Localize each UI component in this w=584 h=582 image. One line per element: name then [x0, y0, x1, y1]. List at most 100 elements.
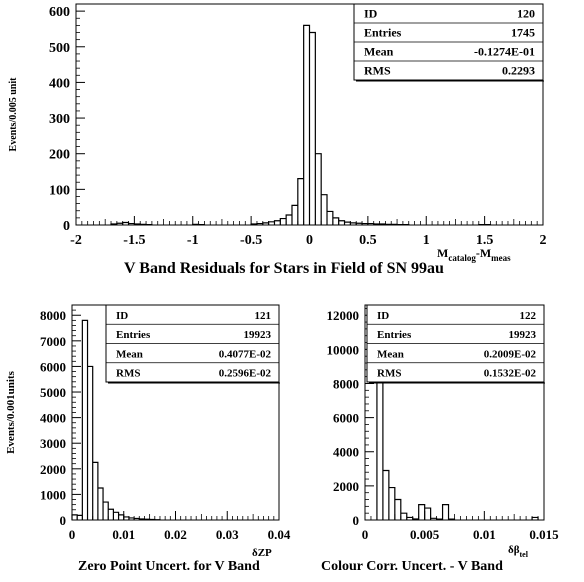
x-tick-label: 0.005: [410, 527, 440, 542]
histogram-bin-15: [280, 219, 286, 225]
stats-id-label: ID: [364, 7, 378, 21]
x-tick-label: 1: [423, 233, 430, 248]
y-tick-label: 3000: [40, 436, 66, 451]
histogram-bin-14: [274, 221, 280, 225]
x-variable-label: δβtel: [508, 544, 529, 559]
x-tick-label: 0.01: [473, 527, 496, 542]
y-tick-label: 2000: [40, 462, 66, 477]
histogram-bin-5: [93, 462, 98, 520]
stats-id-value: 122: [520, 310, 537, 322]
stats-id-label: ID: [377, 310, 389, 322]
histogram-bin-25: [339, 221, 345, 225]
histogram-bin-8: [419, 505, 425, 520]
x-axis-label: Colour Corr. Uncert. - V Band: [321, 559, 503, 574]
y-tick-label: 12000: [327, 308, 360, 323]
histogram-bin-3: [389, 488, 395, 520]
histogram-bin-1: [72, 515, 77, 520]
x-tick-label: -1.5: [123, 233, 145, 248]
stats-entries-label: Entries: [364, 26, 402, 40]
histogram-bin-17: [292, 205, 298, 225]
x-variable-label: δZP: [252, 547, 272, 559]
histogram-bin-23: [327, 211, 333, 225]
histogram-bin-21: [315, 154, 321, 225]
y-tick-label: 0: [60, 513, 67, 528]
stats-mean-label: Mean: [364, 45, 394, 59]
y-tick-label: 5000: [40, 385, 66, 400]
y-tick-label: 300: [49, 112, 70, 127]
stats-id-label: ID: [116, 310, 128, 322]
y-tick-label: 1000: [40, 487, 66, 502]
histogram-bin-22: [321, 195, 327, 225]
stats-entries-value: 19923: [509, 329, 537, 341]
histogram-bin-2: [383, 471, 389, 520]
y-tick-label: 6000: [40, 359, 66, 374]
x-tick-label: 2: [540, 233, 547, 248]
y-tick-label: 2000: [333, 479, 359, 494]
stats-entries-label: Entries: [116, 329, 151, 341]
y-tick-label: 600: [49, 5, 70, 20]
histogram-bin-16: [286, 215, 292, 225]
histogram-bin-7: [103, 502, 108, 520]
histogram-bin-19: [304, 25, 310, 225]
y-tick-label: 0: [63, 219, 70, 234]
x-tick-label: 0.02: [164, 527, 187, 542]
stats-entries-label: Entries: [377, 329, 412, 341]
x-tick-label: 0.03: [216, 527, 239, 542]
x-tick-label: 0.01: [112, 527, 135, 542]
histogram-bin-4: [395, 500, 401, 520]
stats-rms-label: RMS: [377, 368, 401, 380]
stats-rms-value: 0.2596E-02: [219, 368, 272, 380]
stats-rms-value: 0.2293: [502, 64, 535, 78]
y-tick-label: 0: [353, 513, 360, 528]
x-tick-label: 0.015: [529, 527, 559, 542]
x-tick-label: 0.04: [268, 527, 291, 542]
histogram-bin-6: [98, 488, 103, 520]
x-tick-label: 0.5: [359, 233, 377, 248]
y-tick-label: 500: [49, 41, 70, 56]
stats-mean-label: Mean: [116, 348, 143, 360]
y-tick-label: 4000: [40, 411, 66, 426]
stats-mean-value: 0.4077E-02: [219, 348, 272, 360]
histogram-bin-2: [77, 515, 82, 520]
y-tick-label: 400: [49, 76, 70, 91]
histogram-bin-18: [298, 179, 304, 225]
stats-rms-value: 0.1532E-02: [484, 368, 537, 380]
y-tick-label: 100: [49, 183, 70, 198]
y-tick-label: 8000: [40, 308, 66, 323]
histogram-bin-12: [443, 505, 449, 520]
stats-rms-label: RMS: [116, 368, 140, 380]
x-variable-label: Mcatalog-Mmeas: [437, 246, 511, 263]
stats-mean-value: -0.1274E-01: [474, 45, 535, 59]
histogram-panel-3: 0 0.005 0.01 0.015 0 2000 4000 6000 8000 10000 120…: [321, 305, 559, 574]
y-axis-label: Events/0.001units: [5, 370, 17, 454]
y-tick-label: 8000: [333, 376, 359, 391]
y-axis-label: Events/0.005 unit: [8, 77, 19, 152]
x-axis-label: V Band Residuals for Stars in Field of S…: [124, 260, 444, 277]
y-tick-label: 10000: [327, 342, 360, 357]
y-tick-label: 6000: [333, 411, 359, 426]
y-tick-label: 200: [49, 148, 70, 163]
x-tick-label: -2: [70, 233, 82, 248]
histogram-bin-20: [310, 33, 316, 225]
y-tick-label: 7000: [40, 334, 66, 349]
histogram-bin-24: [333, 218, 339, 225]
histogram-bin-3: [82, 320, 87, 520]
stats-mean-value: 0.2009E-02: [484, 348, 537, 360]
x-tick-label: 0: [306, 233, 313, 248]
x-tick-label: -1: [187, 233, 199, 248]
histogram-bin-10: [119, 515, 124, 520]
x-tick-label: 0: [362, 527, 369, 542]
x-tick-label: 0: [69, 527, 76, 542]
stats-mean-label: Mean: [377, 348, 404, 360]
histogram-bin-9: [113, 512, 118, 520]
stats-id-value: 120: [517, 7, 535, 21]
stats-id-value: 121: [255, 310, 272, 322]
stats-box: ID 122 Entries 19923 Mean 0.2009E-02 RMS 0.1532…: [367, 305, 545, 383]
stats-rms-label: RMS: [364, 64, 391, 78]
histogram-bin-9: [425, 508, 431, 520]
y-tick-label: 4000: [333, 445, 359, 460]
